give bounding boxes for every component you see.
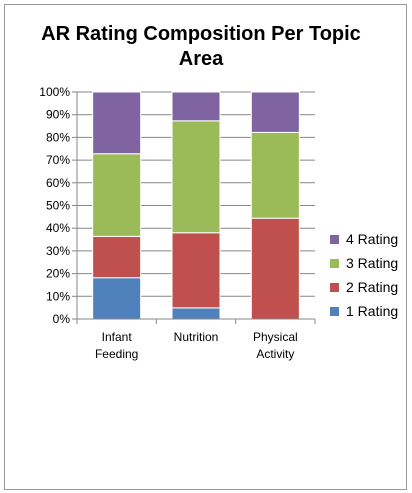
- x-category-label: Feeding: [95, 347, 138, 361]
- legend-label: 3 Rating: [346, 255, 398, 271]
- legend-swatch: [330, 235, 339, 244]
- y-tick-label: 100%: [39, 85, 70, 99]
- x-category-label: Nutrition: [174, 330, 219, 344]
- bar-segment-4-rating: [92, 91, 142, 155]
- legend-swatch: [330, 307, 339, 316]
- bar-segment-2-rating: [250, 217, 300, 320]
- bar-segment-1-rating: [92, 277, 142, 320]
- bar-segment-3-rating: [250, 131, 300, 219]
- y-tick-label: 80%: [46, 130, 70, 144]
- bar-segment-3-rating: [171, 120, 221, 234]
- y-tick-label: 0%: [53, 312, 71, 326]
- y-tick-label: 20%: [46, 267, 70, 281]
- legend-swatch: [330, 283, 339, 292]
- y-tick-label: 90%: [46, 108, 70, 122]
- bar-segment-4-rating: [171, 91, 221, 122]
- y-tick-label: 30%: [46, 244, 70, 258]
- y-tick-label: 40%: [46, 221, 70, 235]
- bar-segment-3-rating: [92, 153, 142, 237]
- bar-segment-2-rating: [92, 235, 142, 279]
- bar-segment-1-rating: [171, 307, 221, 320]
- y-tick-label: 50%: [46, 199, 70, 213]
- bar-segment-4-rating: [250, 91, 300, 133]
- y-tick-label: 70%: [46, 153, 70, 167]
- y-tick-label: 10%: [46, 289, 70, 303]
- x-category-label: Activity: [256, 347, 294, 361]
- x-category-label: Infant: [102, 330, 133, 344]
- bar-segment-2-rating: [171, 232, 221, 309]
- legend-label: 1 Rating: [346, 303, 398, 319]
- x-category-label: Physical: [253, 330, 298, 344]
- chart-title: AR Rating Composition Per Topic Area: [41, 23, 361, 70]
- y-tick-label: 60%: [46, 176, 70, 190]
- legend-swatch: [330, 259, 339, 268]
- legend-label: 4 Rating: [346, 231, 398, 247]
- legend-label: 2 Rating: [346, 279, 398, 295]
